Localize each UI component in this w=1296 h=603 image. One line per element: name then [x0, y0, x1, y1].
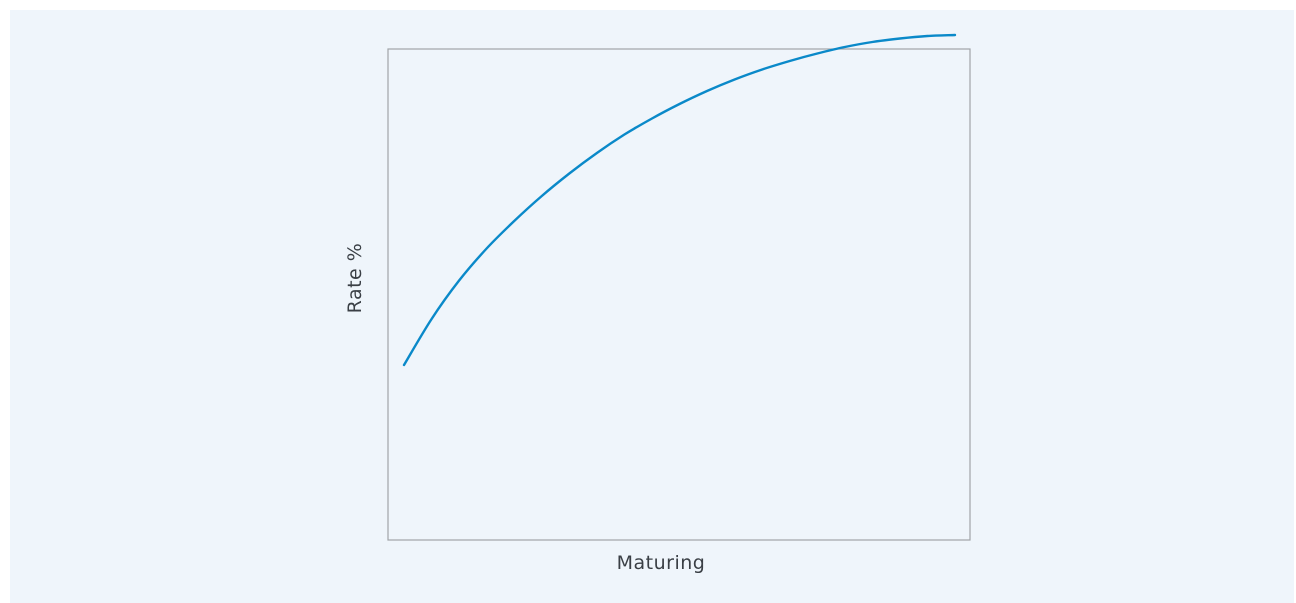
- chart-panel: [10, 10, 1294, 603]
- y-axis-label: Rate %: [344, 243, 366, 314]
- series-line-0: [402, 33, 957, 367]
- x-axis-label: Maturing: [617, 552, 706, 574]
- series-layer: [402, 33, 957, 367]
- plot-frame: [387, 48, 971, 541]
